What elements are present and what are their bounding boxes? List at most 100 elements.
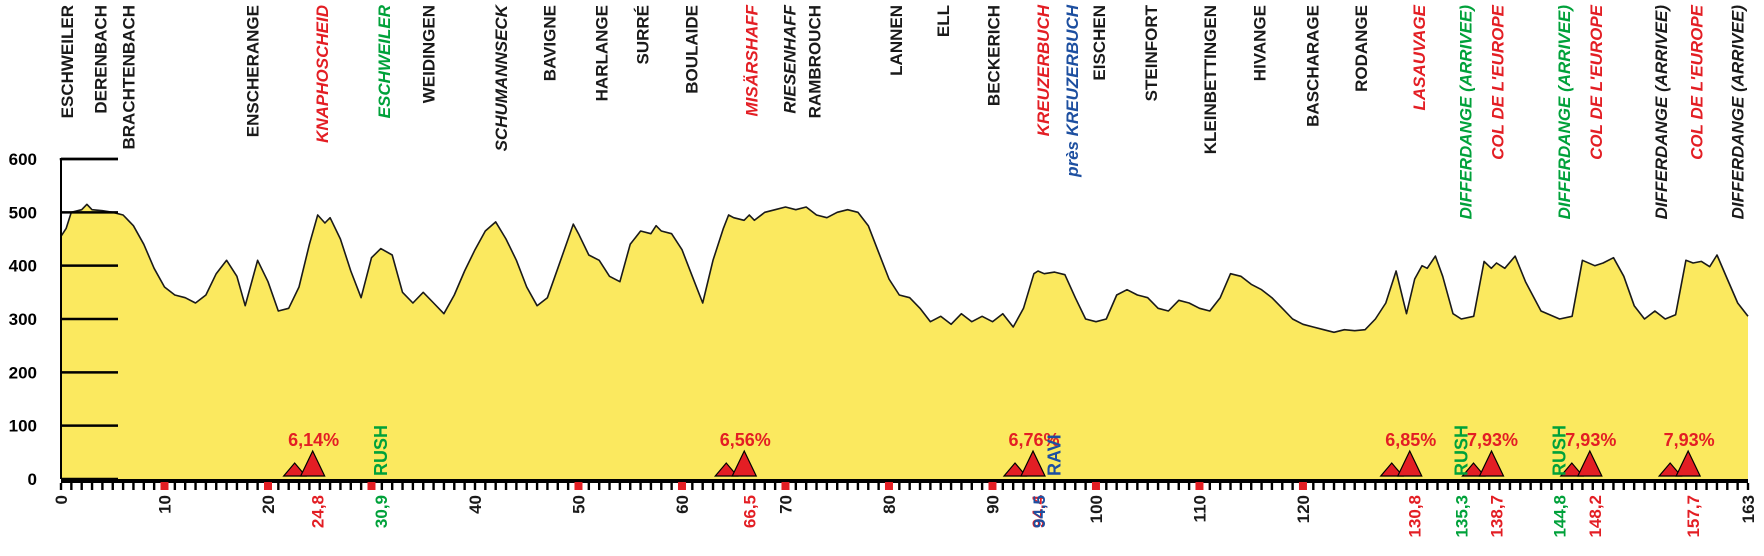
x-tick-km-44	[515, 483, 518, 490]
x-tick-km-102	[1115, 483, 1118, 490]
x-tick-km-63	[711, 483, 715, 490]
place-label-32: COL DE L'EUROPE	[1687, 4, 1706, 160]
x-tick-km-77	[856, 483, 860, 490]
x-tick-km-37	[442, 483, 446, 490]
climb-triangle-large	[1396, 449, 1423, 477]
x-tick-km-104	[1136, 483, 1139, 490]
x-tick-km-34	[411, 483, 415, 490]
x-tick-km-91	[1001, 483, 1005, 490]
x-tick-km-123	[1332, 483, 1336, 490]
x-tick-label-110: 110	[1191, 495, 1210, 522]
x-red-marker-10	[160, 482, 169, 490]
x-tick-km-22	[287, 483, 290, 490]
place-label-part: DIFFERDANGE (ARRIVEE)	[1457, 5, 1476, 220]
climb-grade: 6,14%	[288, 430, 339, 450]
x-red-marker-100	[1091, 482, 1100, 490]
x-tick-km-58	[660, 483, 663, 490]
x-tick-km-41	[484, 483, 487, 490]
x-tick-km-13	[194, 483, 197, 490]
place-label-part: KLEINBETTINGEN	[1201, 5, 1220, 154]
x-tick-km-18	[246, 483, 249, 490]
x-tick-km-25	[318, 483, 321, 490]
x-tick-km-129	[1394, 483, 1398, 490]
x-tick-km-27	[339, 483, 342, 490]
place-label-17: BECKERICH	[985, 5, 1004, 106]
x-tick-km-9	[152, 483, 156, 490]
profile-line	[60, 203, 1749, 334]
climb-triangle-large	[1576, 449, 1603, 477]
x-tick-km-157	[1684, 483, 1688, 490]
x-tick-km-146	[1570, 483, 1574, 490]
x-tick-label-94,4: 94,4	[1029, 494, 1048, 528]
x-tick-label-70: 70	[777, 495, 796, 514]
x-tick-km-68	[763, 483, 766, 490]
x-tick-km-106	[1156, 483, 1160, 490]
place-label-18: KREUZERBUCH	[1034, 4, 1053, 136]
x-red-marker-120	[1298, 482, 1307, 490]
place-label-33: DIFFERDANGE (ARRIVEE)	[1729, 5, 1748, 220]
place-labels: ESCHWEILER DERENBACH BRACHTENBACH ENSCHERAN…	[58, 3, 1748, 220]
x-tick-km-161	[1726, 483, 1729, 490]
x-tick-km-12	[183, 483, 187, 490]
x-tick-km-72	[804, 483, 808, 490]
x-tick-km-113	[1229, 483, 1232, 490]
x-tick-km-93	[1022, 483, 1025, 490]
climb-triangle-large	[299, 449, 326, 477]
x-tick-km-78	[867, 483, 870, 490]
x-tick-km-56	[639, 483, 642, 490]
place-label-part: STEINFORT	[1142, 4, 1161, 101]
x-tick-km-158	[1695, 483, 1698, 490]
x-tick-km-52	[597, 483, 601, 490]
x-tick-km-76	[846, 483, 849, 490]
place-label-22: KLEINBETTINGEN	[1201, 5, 1220, 154]
x-tick-km-150	[1612, 483, 1615, 490]
x-tick-km-118	[1281, 483, 1284, 490]
x-tick-km-109	[1187, 483, 1191, 490]
start-bracket	[59, 157, 118, 161]
x-tick-km-138	[1488, 483, 1491, 490]
x-tick-km-117	[1270, 483, 1274, 490]
x-tick-km-85	[939, 483, 942, 490]
x-tick-km-2	[80, 483, 83, 490]
x-tick-km-35	[422, 483, 425, 490]
x-tick-km-39	[463, 483, 466, 490]
x-tick-km-42	[494, 483, 497, 490]
x-tick-km-65	[732, 483, 735, 490]
x-tick-km-75	[836, 483, 839, 490]
place-label-28: COL DE L'EUROPE	[1489, 4, 1508, 160]
x-red-marker-50	[574, 482, 583, 490]
x-red-marker-110	[1195, 482, 1204, 490]
x-tick-label-120: 120	[1294, 495, 1313, 523]
x-tick-label-90: 90	[984, 495, 1003, 514]
place-label-part: RIESENHAFF	[781, 4, 800, 113]
place-label-1: DERENBACH	[91, 5, 110, 114]
x-tick-km-92	[1011, 483, 1015, 490]
place-label-part: HARLANGE	[592, 5, 611, 101]
place-label-5: ESCHWEILER	[375, 4, 394, 118]
x-tick-km-59	[670, 483, 673, 490]
x-tick-km-154	[1653, 483, 1657, 490]
x-tick-km-128	[1384, 483, 1387, 490]
x-tick-km-162	[1736, 483, 1739, 490]
place-label-part: (ARRIVEE)	[1729, 5, 1748, 92]
x-tick-label-10: 10	[156, 495, 175, 514]
x-tick-label-80: 80	[880, 495, 899, 514]
x-tick-km-14	[204, 483, 208, 490]
x-tick-km-97	[1063, 483, 1067, 490]
climb-grade: 7,93%	[1664, 430, 1715, 450]
x-tick-km-121	[1312, 483, 1315, 490]
x-tick-km-43	[504, 483, 508, 490]
place-label-part: BASCHARAGE	[1303, 5, 1322, 127]
x-tick-km-144	[1550, 483, 1553, 490]
x-red-marker-80	[884, 482, 893, 490]
place-label-part: LANNEN	[887, 5, 906, 76]
sprint-label-rush: RUSH	[1451, 425, 1471, 476]
climb-grade: 6,85%	[1385, 430, 1436, 450]
x-tick-km-24	[308, 483, 311, 490]
x-tick-km-163	[1746, 483, 1750, 490]
x-tick-km-69	[773, 483, 777, 490]
x-tick-km-137	[1477, 483, 1481, 490]
x-tick-km-136	[1467, 483, 1470, 490]
x-tick-km-119	[1291, 483, 1294, 490]
x-tick-km-55	[629, 483, 632, 490]
